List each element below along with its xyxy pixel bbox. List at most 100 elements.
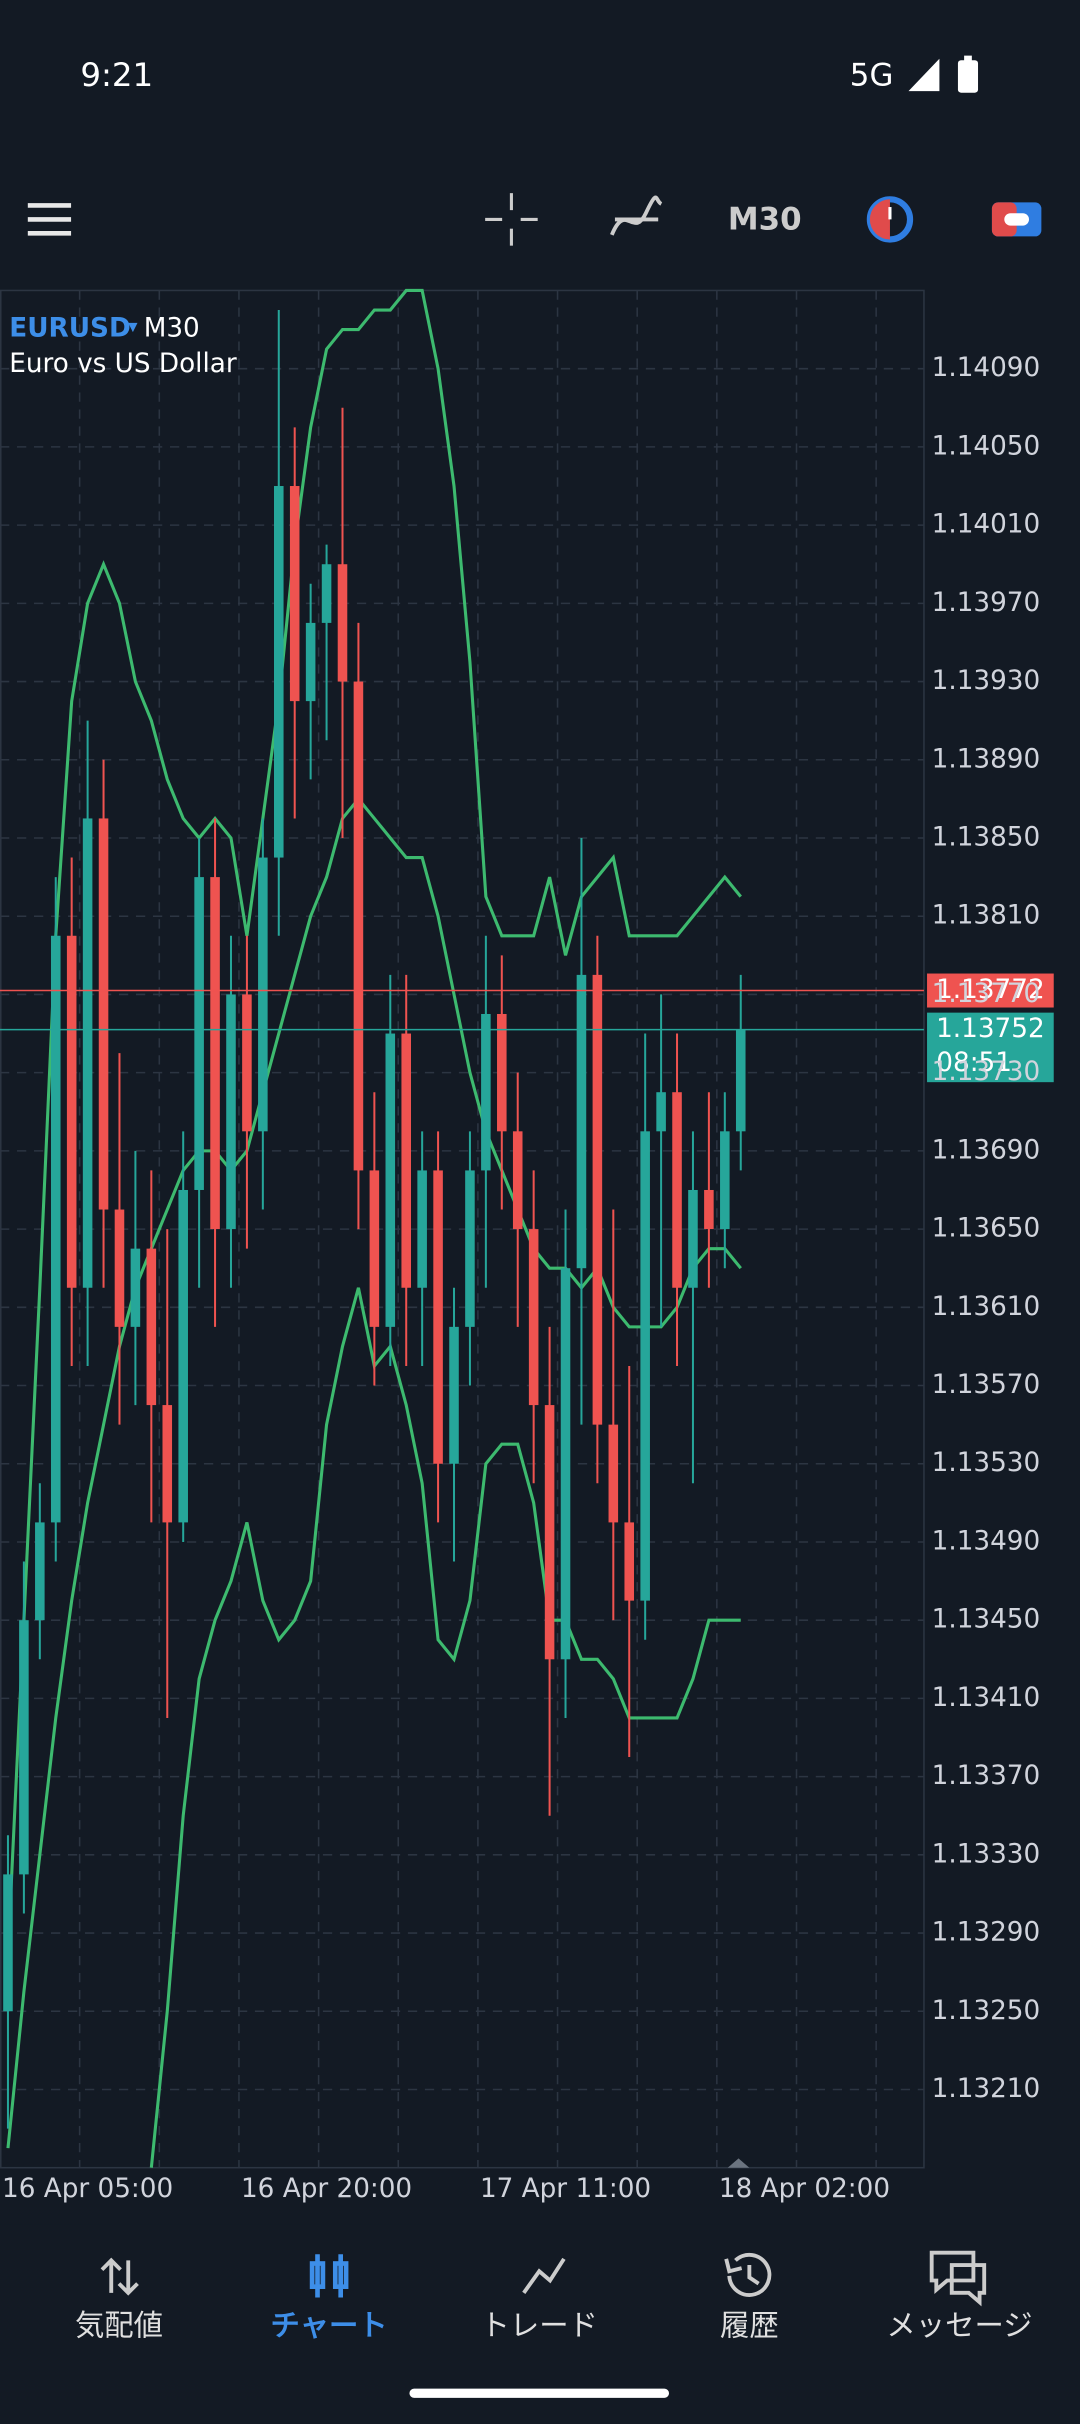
y-tick-label: 1.13570 bbox=[932, 1370, 1041, 1400]
candle-body bbox=[130, 1248, 141, 1327]
nav-label[interactable]: 履歴 bbox=[720, 2308, 779, 2342]
y-tick-label: 1.13730 bbox=[932, 1057, 1041, 1087]
clock-button[interactable] bbox=[866, 196, 914, 243]
chart-icon bbox=[309, 2254, 349, 2298]
home-indicator bbox=[409, 2388, 670, 2398]
y-tick-label: 1.14010 bbox=[932, 510, 1041, 540]
candle-body bbox=[720, 1131, 730, 1230]
y-tick-label: 1.13690 bbox=[932, 1135, 1041, 1165]
price-label-box bbox=[927, 973, 1054, 1008]
candle-body bbox=[289, 486, 300, 702]
x-tick-label: 16 Apr 20:00 bbox=[241, 2174, 412, 2204]
candle-body bbox=[210, 877, 220, 1230]
candle-body bbox=[3, 1874, 13, 2012]
y-tick-label: 1.13930 bbox=[932, 666, 1041, 696]
candle-body bbox=[337, 564, 348, 682]
x-tick-label: 18 Apr 02:00 bbox=[719, 2174, 890, 2204]
candle-body bbox=[321, 564, 332, 623]
candle-body bbox=[369, 1170, 380, 1327]
nav-label[interactable]: 気配値 bbox=[75, 2308, 163, 2342]
x-tick-label: 17 Apr 11:00 bbox=[480, 2174, 651, 2204]
menu-button[interactable] bbox=[27, 203, 72, 236]
y-tick-label: 1.13970 bbox=[932, 588, 1041, 618]
candle-body bbox=[497, 1013, 507, 1132]
candle-body bbox=[672, 1092, 682, 1288]
candle-body bbox=[35, 1522, 45, 1621]
candle-body bbox=[401, 1033, 411, 1288]
candle-body bbox=[385, 1033, 396, 1327]
price-label: 1.13772 bbox=[936, 975, 1045, 1005]
nav-label[interactable]: トレード bbox=[481, 2308, 598, 2342]
candle-body bbox=[481, 1013, 491, 1171]
y-tick-label: 1.13650 bbox=[932, 1214, 1041, 1244]
y-tick-label: 1.13290 bbox=[932, 1918, 1041, 1948]
quotes-icon bbox=[100, 2257, 139, 2296]
candle-body bbox=[512, 1131, 523, 1230]
battery-tip bbox=[964, 55, 972, 62]
bar-timer: 08:51 bbox=[936, 1048, 1012, 1078]
y-tick-label: 1.13210 bbox=[932, 2074, 1041, 2104]
y-tick-label: 1.13490 bbox=[932, 1526, 1041, 1556]
candle-body bbox=[576, 974, 587, 1269]
clock: 9:21 bbox=[80, 56, 153, 94]
y-tick-label: 1.13610 bbox=[932, 1292, 1041, 1322]
y-tick-label: 1.14090 bbox=[932, 353, 1041, 383]
y-tick-label: 1.13530 bbox=[932, 1448, 1041, 1478]
y-tick-label: 1.13770 bbox=[932, 979, 1041, 1009]
trade-icon bbox=[522, 2257, 566, 2294]
crosshair-button[interactable] bbox=[485, 193, 538, 246]
y-tick-label: 1.13250 bbox=[932, 1996, 1041, 2026]
candle-body bbox=[114, 1209, 125, 1327]
candle-body bbox=[528, 1229, 539, 1406]
y-tick-label: 1.13450 bbox=[932, 1605, 1041, 1635]
candle-body bbox=[608, 1424, 619, 1523]
candle-body bbox=[66, 935, 77, 1288]
candle-body bbox=[82, 818, 93, 1288]
y-tick-label: 1.14050 bbox=[932, 431, 1041, 461]
candle-body bbox=[98, 818, 109, 1210]
symbol-dropdown[interactable] bbox=[128, 322, 138, 333]
candle-body bbox=[433, 1170, 443, 1464]
candle-body bbox=[19, 1620, 29, 1875]
band-line bbox=[6, 796, 742, 2149]
price-label-box bbox=[927, 1012, 1054, 1083]
candle-body bbox=[704, 1189, 714, 1230]
price-label: 1.13752 bbox=[936, 1014, 1045, 1044]
indicators-button[interactable] bbox=[610, 195, 663, 236]
y-tick-label: 1.13810 bbox=[932, 901, 1041, 931]
timeframe-button[interactable]: M30 bbox=[728, 201, 802, 237]
candle-body bbox=[544, 1405, 555, 1660]
y-tick-label: 1.13890 bbox=[932, 744, 1041, 774]
candle-body bbox=[560, 1268, 571, 1660]
trade-button[interactable] bbox=[991, 202, 1042, 237]
candle-body bbox=[735, 1029, 746, 1132]
plot: 1.13772 1.13752 08:51 bbox=[0, 288, 1054, 2168]
x-tick-label: 16 Apr 05:00 bbox=[2, 2174, 173, 2204]
candle-body bbox=[688, 1189, 698, 1288]
band-line bbox=[149, 1287, 741, 2168]
candle-body bbox=[656, 1092, 666, 1132]
candle-body bbox=[592, 974, 603, 1425]
y-tick-label: 1.13410 bbox=[932, 1683, 1041, 1713]
candle-body bbox=[50, 935, 61, 1523]
candle-body bbox=[162, 1405, 173, 1523]
battery-icon bbox=[957, 60, 979, 93]
candle-body bbox=[640, 1131, 650, 1601]
candle-body bbox=[226, 994, 236, 1230]
y-tick-label: 1.13370 bbox=[932, 1761, 1041, 1791]
candle-body bbox=[449, 1326, 459, 1464]
nav-label[interactable]: チャート bbox=[271, 2308, 388, 2342]
candle-body bbox=[465, 1170, 475, 1327]
y-tick-label: 1.13330 bbox=[932, 1839, 1041, 1869]
nav-label[interactable]: メッセージ bbox=[886, 2308, 1032, 2342]
symbol[interactable]: EURUSD bbox=[9, 314, 130, 344]
candle-body bbox=[242, 994, 252, 1132]
candle-body bbox=[194, 877, 204, 1190]
symbol-description: Euro vs US Dollar bbox=[9, 349, 237, 379]
candle-body bbox=[624, 1522, 635, 1601]
messages-icon bbox=[929, 2250, 987, 2307]
candle-body bbox=[417, 1170, 427, 1288]
candle-body bbox=[273, 486, 284, 858]
scroll-marker bbox=[727, 2158, 750, 2168]
